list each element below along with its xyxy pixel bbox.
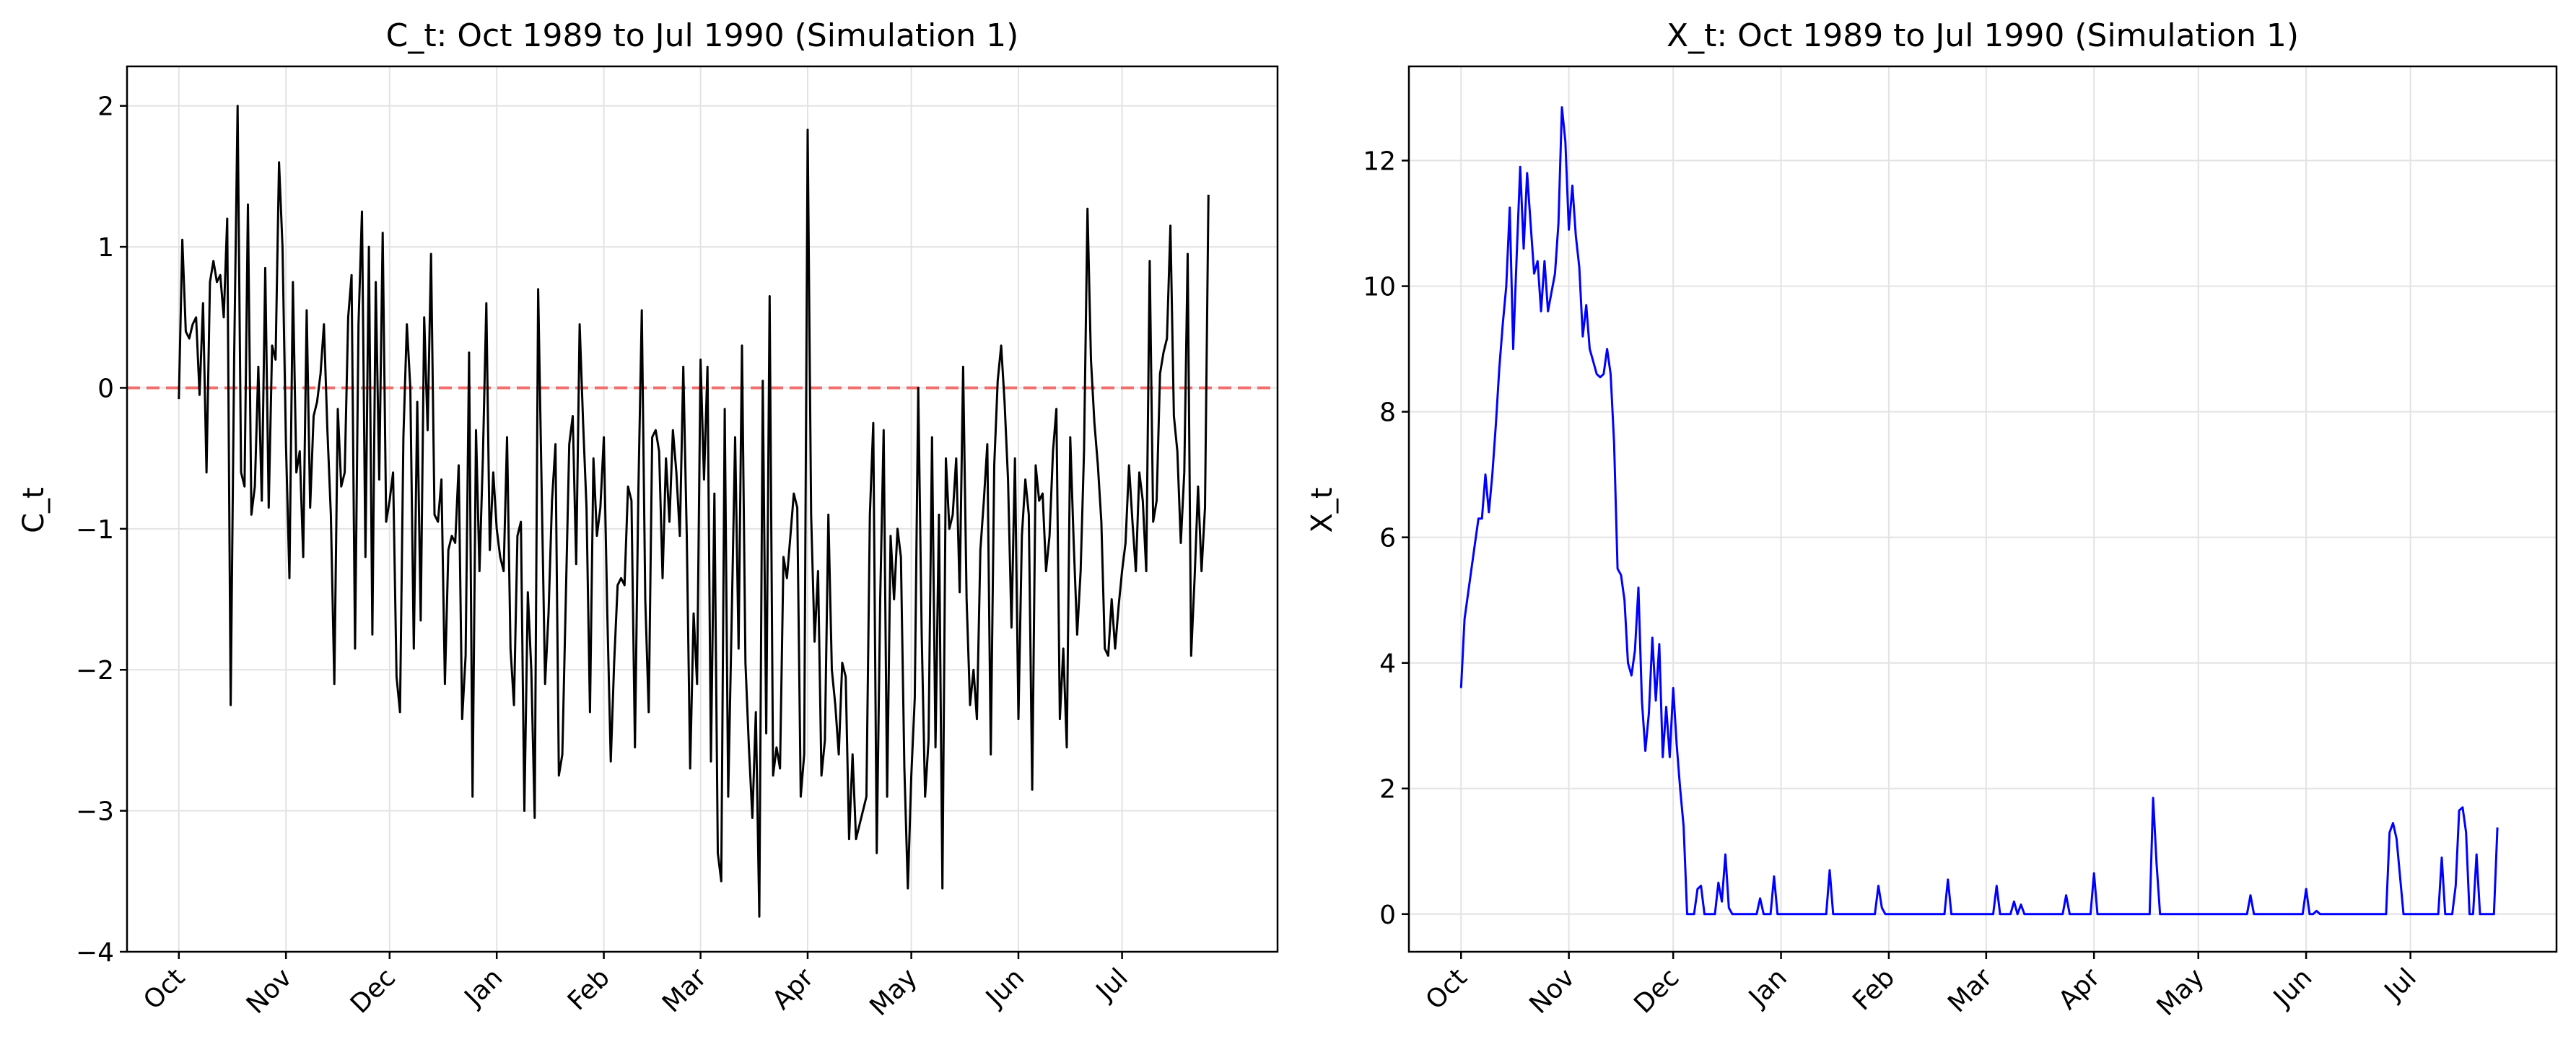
series-line [1459,106,2499,916]
chart-c-t: C_t: Oct 1989 to Jul 1990 (Simulation 1)… [17,17,1279,1022]
y-tick-label: 2 [97,92,114,122]
chart-title-x-t: X_t: Oct 1989 to Jul 1990 (Simulation 1) [1667,17,2299,54]
y-tick-label: 4 [1379,649,1396,679]
y-tick-label: −2 [76,656,114,686]
y-axis-label-c-t: C_t [17,487,51,533]
y-tick-label: 12 [1363,147,1396,177]
y-tick-label: −1 [76,515,114,545]
y-tick-label: 8 [1379,398,1396,428]
series-line [178,105,1210,918]
y-tick-label: 0 [97,374,114,403]
y-tick-label: 1 [97,233,114,263]
y-tick-label: 6 [1379,524,1396,553]
grid-x-t [1409,66,2557,952]
series-c-t [178,105,1210,918]
y-tick-label: −4 [76,938,114,968]
y-tick-label: 2 [1379,775,1396,805]
y-tick-label: −3 [76,797,114,827]
y-axis-label-x-t: X_t [1306,487,1339,533]
y-tick-label: 10 [1363,273,1396,302]
series-x-t [1459,106,2499,916]
axes-frame-x-t [1407,65,2558,953]
axes-frame-c-t [126,65,1279,953]
y-tick-label: 0 [1379,901,1396,930]
y-ticks-c-t: −4 −3 −2 −1 0 1 2 [76,92,127,968]
y-ticks-x-t: 0 2 4 6 8 10 12 [1363,147,1409,930]
chart-title-c-t: C_t: Oct 1989 to Jul 1990 (Simulation 1) [386,17,1019,54]
